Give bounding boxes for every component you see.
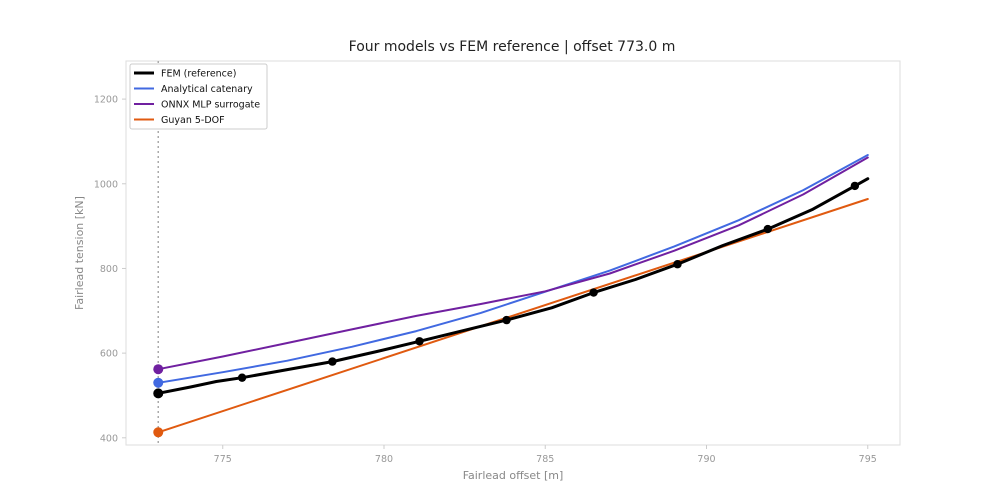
x-tick-label: 795 bbox=[859, 454, 877, 465]
data-point bbox=[154, 389, 163, 398]
data-point bbox=[502, 315, 511, 325]
series-line-0 bbox=[156, 177, 870, 395]
chart-title: Four models vs FEM reference | offset 77… bbox=[349, 39, 676, 55]
data-point bbox=[589, 288, 598, 297]
y-tick-label: 400 bbox=[100, 433, 118, 444]
legend-label: Guyan 5-DOF bbox=[161, 115, 225, 126]
legend-label: ONNX MLP surrogate bbox=[161, 100, 260, 111]
legend-label: Analytical catenary bbox=[161, 84, 253, 95]
series-start-marker-1 bbox=[153, 377, 164, 388]
y-axis-label: Fairlead tension [kN] bbox=[73, 196, 86, 310]
y-tick-label: 1200 bbox=[94, 95, 118, 106]
plot-area bbox=[125, 60, 901, 446]
series-start-marker-3 bbox=[153, 427, 164, 438]
y-tick-label: 800 bbox=[100, 264, 118, 275]
x-tick-label: 775 bbox=[214, 454, 232, 465]
legend: FEM (reference) Analytical catenary ONNX M… bbox=[129, 63, 268, 130]
data-point bbox=[673, 260, 682, 269]
x-tick-label: 790 bbox=[697, 454, 715, 465]
data-point bbox=[850, 181, 860, 191]
y-tick-label: 600 bbox=[100, 349, 118, 360]
series-start-marker-2 bbox=[153, 364, 164, 375]
data-point bbox=[328, 357, 337, 366]
x-tick-label: 785 bbox=[536, 454, 554, 465]
x-axis: 775 780 785 790 795 bbox=[214, 445, 877, 465]
y-tick-label: 1000 bbox=[94, 179, 118, 190]
x-tick-label: 780 bbox=[375, 454, 393, 465]
data-point bbox=[415, 337, 424, 346]
legend-label: FEM (reference) bbox=[161, 69, 236, 80]
data-point bbox=[237, 373, 247, 382]
data-point bbox=[763, 224, 772, 234]
y-axis: 400 600 800 1000 1200 bbox=[94, 95, 126, 444]
series-line-3 bbox=[157, 198, 869, 434]
x-axis-label: Fairlead offset [m] bbox=[463, 469, 564, 482]
legend-box bbox=[129, 63, 268, 130]
series-line-2 bbox=[157, 156, 869, 371]
series-line-1 bbox=[157, 154, 869, 384]
